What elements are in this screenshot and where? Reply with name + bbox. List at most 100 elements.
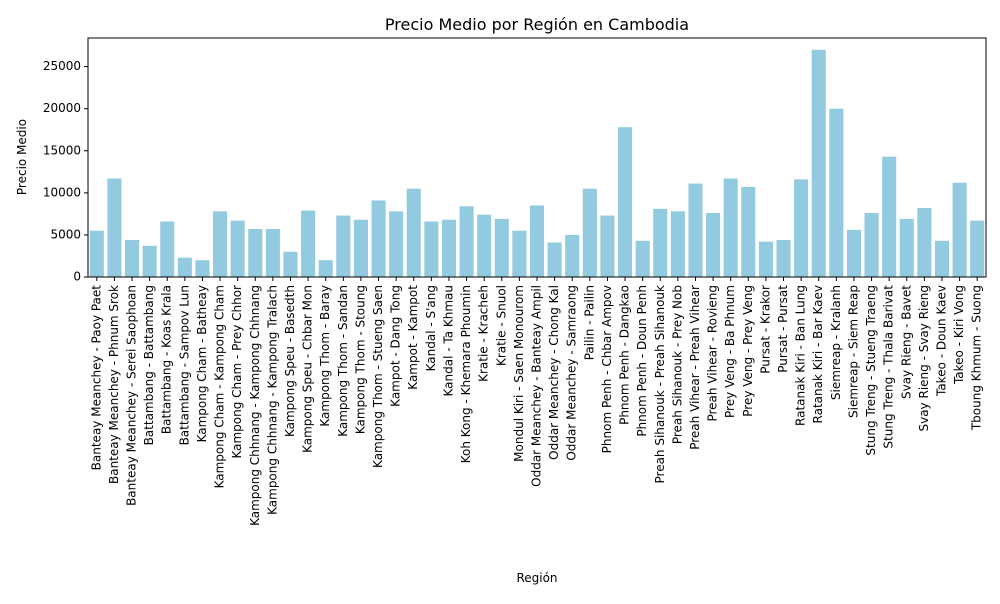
bar — [882, 156, 897, 277]
bar — [829, 108, 844, 277]
bar — [301, 210, 316, 277]
x-tick-label: Battambang - Koas Krala — [160, 285, 174, 434]
bar — [283, 251, 298, 277]
bar — [582, 188, 597, 277]
x-tick-label: Kampong Chhnang - Kampong Tralach — [265, 285, 279, 515]
x-tick-label: Stung Treng - Thala Barivat — [882, 285, 896, 449]
bar — [846, 229, 861, 277]
x-tick-label: Ratanak Kiri - Bar Kaev — [811, 285, 825, 423]
bar — [195, 260, 210, 277]
bar — [917, 207, 932, 277]
y-tick-label: 0 — [73, 270, 81, 284]
bar — [565, 234, 580, 277]
bar — [811, 49, 826, 277]
bar — [512, 230, 527, 277]
x-tick-label: Kampong Thom - Stoung — [353, 285, 367, 434]
x-tick-label: Pursat - Pursat — [776, 285, 790, 373]
bar — [441, 219, 457, 277]
x-tick-label: Banteay Meanchey - Paoy Paet — [89, 285, 103, 471]
plot-frame — [87, 37, 987, 278]
x-tick-label: Phnom Penh - Doun Penh — [635, 285, 649, 437]
bar — [265, 229, 280, 277]
x-tick-label: Takeo - Kiri Vong — [952, 285, 966, 385]
x-tick-label: Kampot - Kampot — [406, 285, 420, 390]
x-tick-label: Stung Treng - Stueng Traeng — [864, 285, 878, 456]
x-tick-label: Svay Rieng - Svay Rieng — [917, 285, 931, 432]
bar — [248, 229, 263, 277]
bar — [318, 260, 333, 277]
bar — [371, 200, 386, 277]
x-tick-label: Preah Sihanouk - Preah Sihanouk — [653, 285, 667, 484]
x-tick-label: Tboung Khmum - Suong — [970, 285, 984, 431]
bar — [494, 218, 509, 277]
x-tick-label: Kampong Speu - Basedth — [283, 285, 297, 437]
x-tick-label: Kampong Cham - Batheay — [195, 285, 209, 442]
bar — [459, 206, 474, 277]
y-tick-label: 5000 — [50, 227, 81, 241]
chart-title: Precio Medio por Región en Cambodia — [385, 15, 689, 34]
x-tick-label: Prey Veng - Prey Veng — [741, 285, 755, 417]
x-tick-label: Oddar Meanchey - Samraong — [565, 285, 579, 461]
x-tick-label: Oddar Meanchey - Chong Kal — [547, 285, 561, 460]
x-tick-label: Preah Sihanouk - Prey Nob — [670, 285, 684, 444]
x-tick-label: Preah Vihear - Rovieng — [706, 285, 720, 422]
x-tick-label: Prey Veng - Ba Phnum — [723, 285, 737, 418]
bar — [952, 182, 967, 277]
bar — [670, 211, 685, 277]
x-tick-label: Kandal - S'ang — [424, 285, 438, 371]
x-tick-label: Oddar Meanchey - Banteay Ampil — [530, 285, 544, 487]
x-tick-label: Kampong Cham - Kampong Cham — [213, 285, 227, 488]
x-tick-label: Kampong Speu - Chbar Mon — [301, 285, 315, 453]
y-tick-label: 15000 — [43, 143, 81, 157]
x-tick-label: Kampong Thom - Sandan — [336, 285, 350, 437]
bar — [547, 242, 562, 277]
bar — [899, 218, 914, 277]
bar — [124, 239, 140, 277]
x-axis: Banteay Meanchey - Paoy Paet Banteay Mean… — [89, 277, 984, 526]
x-tick-label: Banteay Meanchey - Phnum Srok — [107, 285, 121, 484]
bar — [160, 221, 175, 277]
y-axis: 0 5000 10000 15000 20000 25000 — [43, 59, 88, 284]
x-tick-label: Ratanak Kiri - Ban Lung — [794, 285, 808, 426]
bar — [635, 240, 650, 277]
x-tick-label: Kandal - Ta Khmau — [441, 285, 455, 397]
bar — [477, 214, 492, 277]
x-tick-label: Siemreap - Kralanh — [829, 285, 843, 400]
x-tick-label: Phnom Penh - Chbar Ampov — [600, 285, 614, 453]
bars-group — [89, 49, 985, 277]
x-tick-label: Pursat - Krakor — [758, 285, 772, 374]
bar — [353, 219, 368, 277]
bar — [107, 178, 122, 277]
bar — [389, 211, 404, 277]
x-tick-label: Kampong Thom - Baray — [318, 285, 332, 427]
bar — [600, 215, 615, 277]
x-tick-label: Phnom Penh - Dangkao — [618, 285, 632, 425]
bar — [406, 188, 421, 277]
bar — [776, 239, 791, 277]
bar — [213, 211, 228, 277]
bar — [970, 220, 985, 277]
x-tick-label: Banteay Meanchey - Serei Saophoan — [125, 285, 139, 506]
bar — [230, 220, 245, 277]
bar — [89, 230, 104, 277]
x-tick-label: Battambang - Battambang — [142, 285, 156, 445]
x-tick-label: Takeo - Doun Kaev — [934, 285, 948, 397]
y-axis-label: Precio Medio — [15, 119, 29, 195]
bar — [336, 215, 351, 277]
bar — [424, 221, 439, 277]
bar — [758, 241, 773, 277]
bar — [723, 178, 738, 277]
bar — [741, 186, 756, 277]
x-tick-label: Kampot - Dang Tong — [389, 285, 403, 407]
x-tick-label: Mondul Kiri - Saen Monourom — [512, 285, 526, 462]
bar — [864, 213, 879, 277]
bar — [706, 213, 721, 277]
x-tick-label: Kampong Cham - Prey Chhor — [230, 285, 244, 459]
x-tick-label: Battambang - Sampov Lun — [177, 285, 191, 445]
x-tick-label: Svay Rieng - Bavet — [899, 285, 913, 399]
x-tick-label: Kampong Thom - Stueng Saen — [371, 285, 385, 468]
bar — [529, 205, 545, 277]
x-tick-label: Kratie - Kracheh — [477, 285, 491, 382]
